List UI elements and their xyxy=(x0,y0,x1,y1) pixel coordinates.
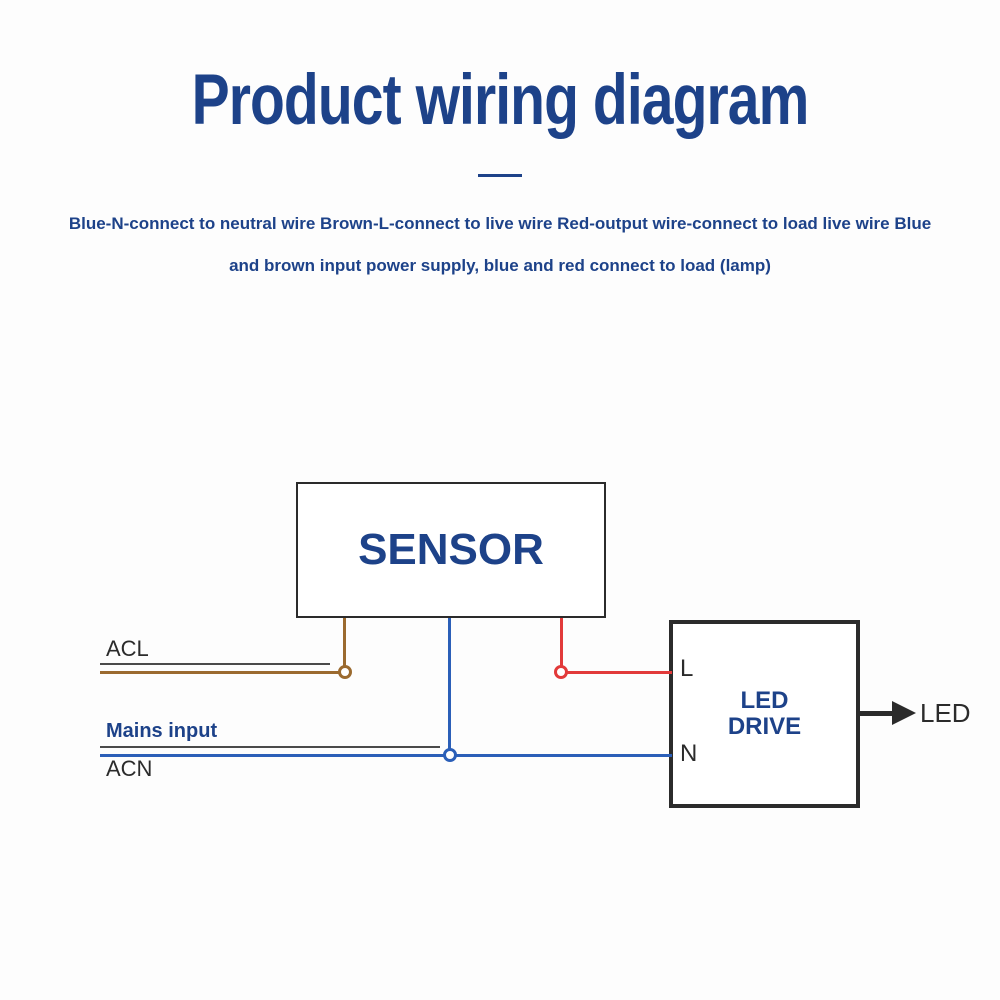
acl-label: ACL xyxy=(106,636,149,662)
output-wire-horizontal xyxy=(560,671,672,674)
page-title: Product wiring diagram xyxy=(40,60,960,142)
mains-input-label: Mains input xyxy=(106,720,217,743)
description-line-1: Blue-N-connect to neutral wire Brown-L-c… xyxy=(0,214,1000,234)
led-drive-block: LED DRIVE xyxy=(669,620,860,808)
title-underline xyxy=(478,174,522,177)
output-junction-node xyxy=(554,665,568,679)
acl-rule-line xyxy=(100,663,330,665)
acn-wire-vertical xyxy=(448,618,451,757)
acl-junction-node xyxy=(338,665,352,679)
acn-rule-line xyxy=(100,746,440,748)
acn-wire xyxy=(100,754,672,757)
description-line-2: and brown input power supply, blue and r… xyxy=(0,256,1000,276)
n-terminal-label: N xyxy=(680,740,697,768)
acn-junction-node xyxy=(443,748,457,762)
led-arrow-icon xyxy=(892,701,916,725)
led-drive-label-2: DRIVE xyxy=(728,714,801,740)
led-label: LED xyxy=(920,698,971,729)
wiring-diagram: SENSOR LED DRIVE L N ACL ACN Mains input… xyxy=(0,450,1000,950)
l-terminal-label: L xyxy=(680,655,693,683)
acn-label: ACN xyxy=(106,756,152,782)
acl-wire xyxy=(100,671,346,674)
sensor-block: SENSOR xyxy=(296,482,606,618)
led-drive-label-1: LED xyxy=(741,688,789,714)
